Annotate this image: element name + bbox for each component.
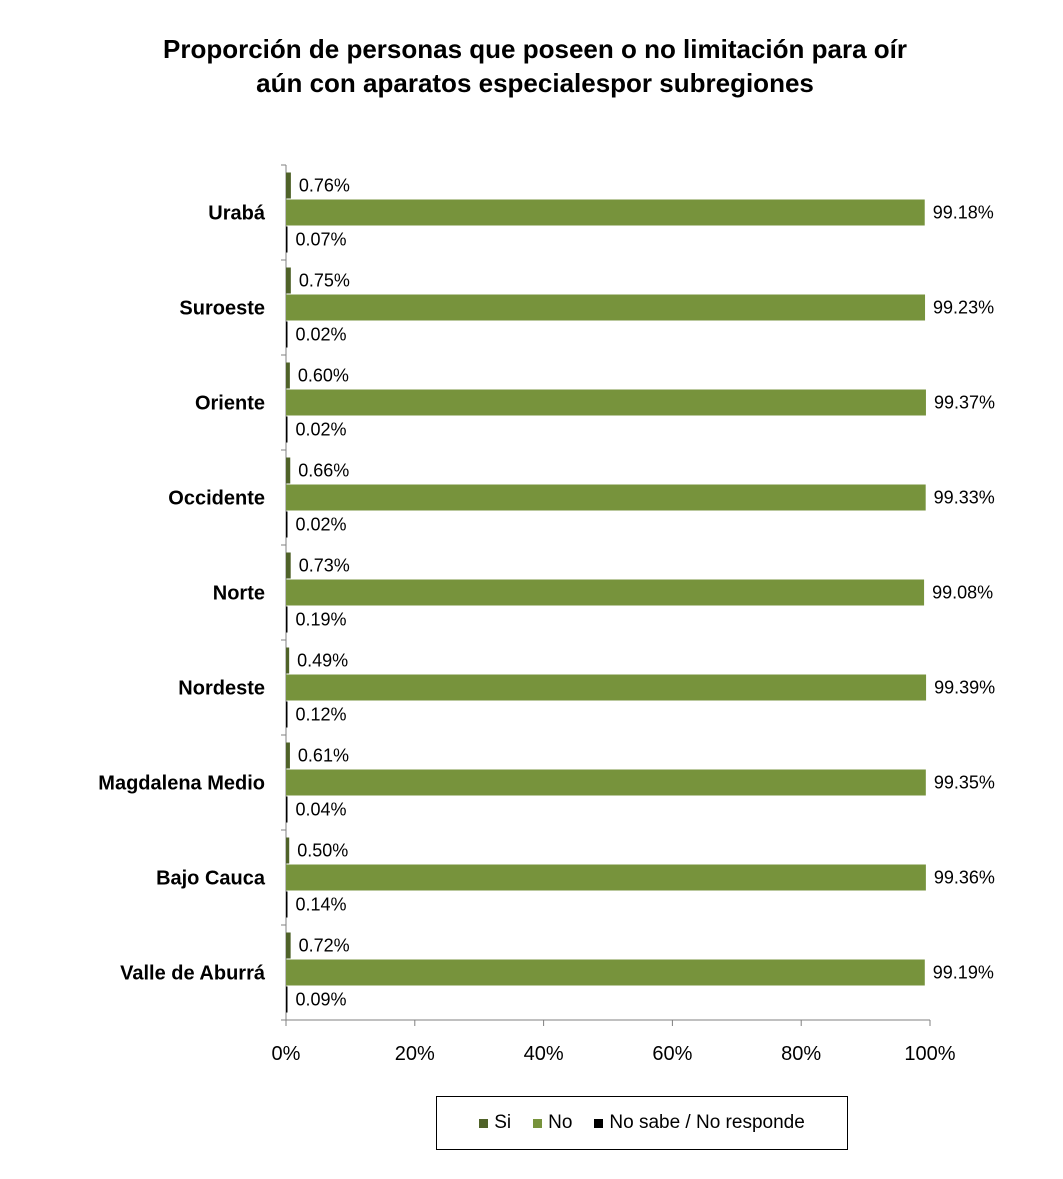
category-label: Valle de Aburrá: [120, 963, 266, 985]
bar-no: [286, 294, 926, 321]
data-label: 99.36%: [934, 868, 995, 888]
bar-si: [286, 362, 290, 389]
data-label: 0.07%: [296, 230, 347, 250]
data-label: 0.14%: [296, 895, 347, 915]
bar-no: [286, 484, 926, 511]
x-tick-label: 60%: [652, 1043, 692, 1065]
legend-item-si: Si: [479, 1112, 511, 1134]
data-label: 0.49%: [297, 651, 348, 671]
data-label: 0.60%: [298, 366, 349, 386]
bar-no: [286, 579, 925, 606]
bar-no-sabe-no-responde: [286, 511, 288, 538]
chart-title-line-2: aún con aparatos especialespor subregion…: [256, 68, 814, 98]
data-label: 0.02%: [296, 515, 347, 535]
data-label: 0.75%: [299, 271, 350, 291]
bar-no-sabe-no-responde: [286, 226, 288, 253]
chart-title-line-1: Proporción de personas que poseen o no l…: [162, 34, 908, 64]
category-label: Norte: [213, 583, 265, 605]
legend-swatch-no: [533, 1118, 543, 1128]
data-label: 0.12%: [296, 705, 347, 725]
legend: Si No No sabe / No responde: [436, 1096, 848, 1150]
bar-no: [286, 769, 926, 796]
x-tick-label: 40%: [524, 1043, 564, 1065]
category-label: Suroeste: [179, 298, 265, 320]
data-label: 99.35%: [934, 773, 995, 793]
x-tick-label: 0%: [272, 1043, 301, 1065]
data-label: 99.19%: [933, 963, 994, 983]
category-label: Oriente: [195, 393, 265, 415]
bar-no: [286, 199, 925, 226]
bar-no: [286, 864, 926, 891]
bar-si: [286, 647, 290, 674]
bar-no-sabe-no-responde: [286, 891, 288, 918]
x-tick-label: 80%: [781, 1043, 821, 1065]
x-tick-label: 20%: [395, 1043, 435, 1065]
data-label: 99.39%: [934, 678, 995, 698]
x-tick-label: 100%: [904, 1043, 955, 1065]
category-label: Nordeste: [178, 678, 265, 700]
bar-si: [286, 172, 291, 199]
legend-item-no: No: [533, 1112, 572, 1134]
data-label: 0.73%: [299, 556, 350, 576]
data-label: 0.09%: [296, 990, 347, 1010]
bar-chart: 0% 20% 40% 60% 80% 100% Urabá 0.76% 99.18% 0.07% S…: [98, 164, 995, 1065]
data-label: 99.08%: [932, 583, 993, 603]
category-label: Bajo Cauca: [156, 868, 266, 890]
bar-no-sabe-no-responde: [286, 796, 288, 823]
data-label: 99.23%: [933, 298, 994, 318]
legend-swatch-si: [479, 1118, 489, 1128]
bar-no: [286, 389, 926, 416]
data-label: 0.19%: [296, 610, 347, 630]
bar-no-sabe-no-responde: [286, 321, 288, 348]
data-label: 0.66%: [298, 461, 349, 481]
data-label: 0.61%: [298, 746, 349, 766]
bar-si: [286, 457, 291, 484]
chart-title: Proporción de personas que poseen o no l…: [0, 32, 1063, 100]
bar-si: [286, 837, 290, 864]
legend-label-si: Si: [494, 1112, 512, 1133]
data-label: 0.76%: [299, 176, 350, 196]
legend-label-no: No: [548, 1112, 573, 1133]
data-label: 0.50%: [297, 841, 348, 861]
bar-si: [286, 932, 291, 959]
data-label: 99.18%: [933, 203, 994, 223]
category-label: Occidente: [168, 488, 265, 510]
legend-item-ns-nr: No sabe / No responde: [594, 1112, 805, 1134]
legend-swatch-ns-nr: [594, 1118, 604, 1128]
category-label: Urabá: [208, 203, 266, 225]
bar-no-sabe-no-responde: [286, 701, 288, 728]
bar-no-sabe-no-responde: [286, 416, 288, 443]
data-label: 0.02%: [296, 325, 347, 345]
data-label: 99.33%: [934, 488, 995, 508]
data-label: 0.04%: [296, 800, 347, 820]
bar-no: [286, 959, 925, 986]
bar-si: [286, 552, 291, 579]
category-label: Magdalena Medio: [98, 773, 265, 795]
bar-si: [286, 267, 291, 294]
bar-no-sabe-no-responde: [286, 606, 288, 633]
data-label: 99.37%: [934, 393, 995, 413]
data-label: 0.72%: [299, 936, 350, 956]
legend-label-ns-nr: No sabe / No responde: [609, 1112, 805, 1133]
bar-no-sabe-no-responde: [286, 986, 288, 1013]
data-label: 0.02%: [296, 420, 347, 440]
bar-no: [286, 674, 927, 701]
bar-si: [286, 742, 290, 769]
